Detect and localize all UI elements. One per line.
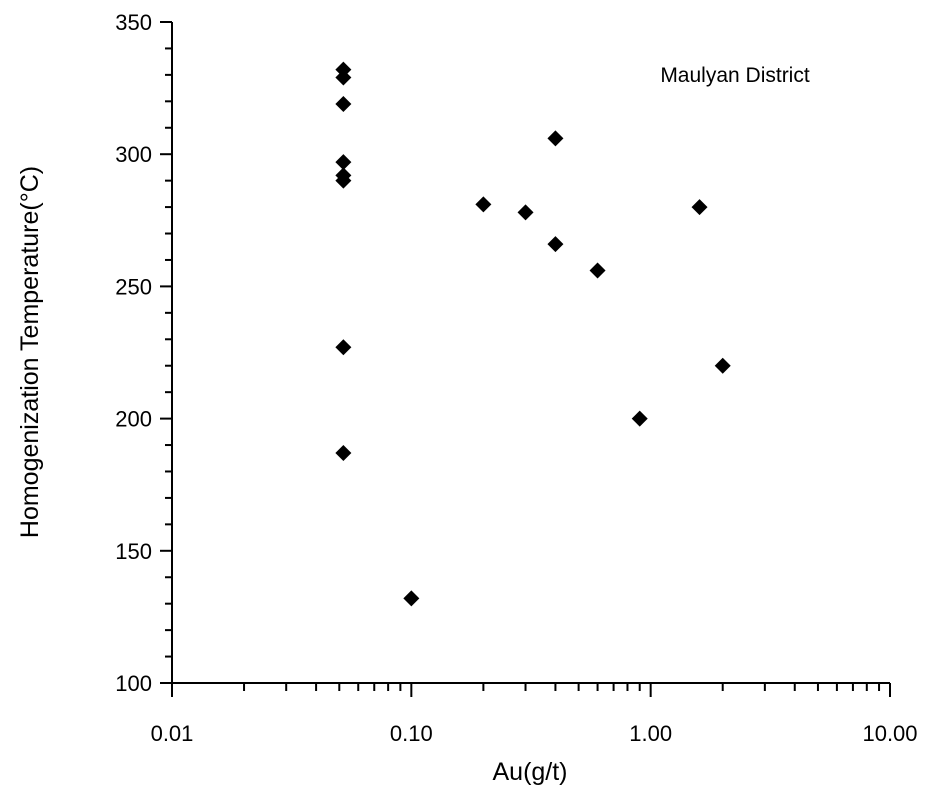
tick-labels: 100 150 200 250 300 350 0.01 0.10 1.00 10.00	[115, 10, 917, 746]
data-point	[403, 590, 420, 607]
axes	[171, 22, 890, 684]
data-point	[631, 410, 648, 427]
data-point	[589, 262, 606, 279]
data-point	[714, 357, 731, 374]
x-tick-label: 0.10	[390, 721, 433, 746]
x-axis-title: Au(g/t)	[492, 758, 567, 786]
data-point	[517, 204, 534, 221]
ticks	[160, 21, 891, 697]
y-tick-label: 200	[115, 407, 152, 432]
x-tick-label: 1.00	[629, 721, 672, 746]
data-point	[547, 130, 564, 147]
data-point	[691, 199, 708, 216]
x-tick-label: 0.01	[151, 721, 194, 746]
data-point	[335, 339, 352, 356]
y-tick-label: 300	[115, 142, 152, 167]
chart-annotation: Maulyan District	[660, 64, 810, 87]
data-points	[335, 61, 731, 607]
data-point	[547, 236, 564, 253]
data-point	[335, 172, 352, 189]
data-point	[335, 69, 352, 86]
data-point	[335, 154, 352, 171]
y-tick-label: 100	[115, 671, 152, 696]
y-tick-label: 150	[115, 539, 152, 564]
data-point	[335, 95, 352, 112]
data-point	[335, 444, 352, 461]
y-tick-label: 250	[115, 274, 152, 299]
x-tick-label: 10.00	[862, 721, 917, 746]
y-axis-title: Homogenization Temperature(°C)	[16, 166, 44, 538]
data-point	[475, 196, 492, 213]
y-tick-label: 350	[115, 10, 152, 35]
